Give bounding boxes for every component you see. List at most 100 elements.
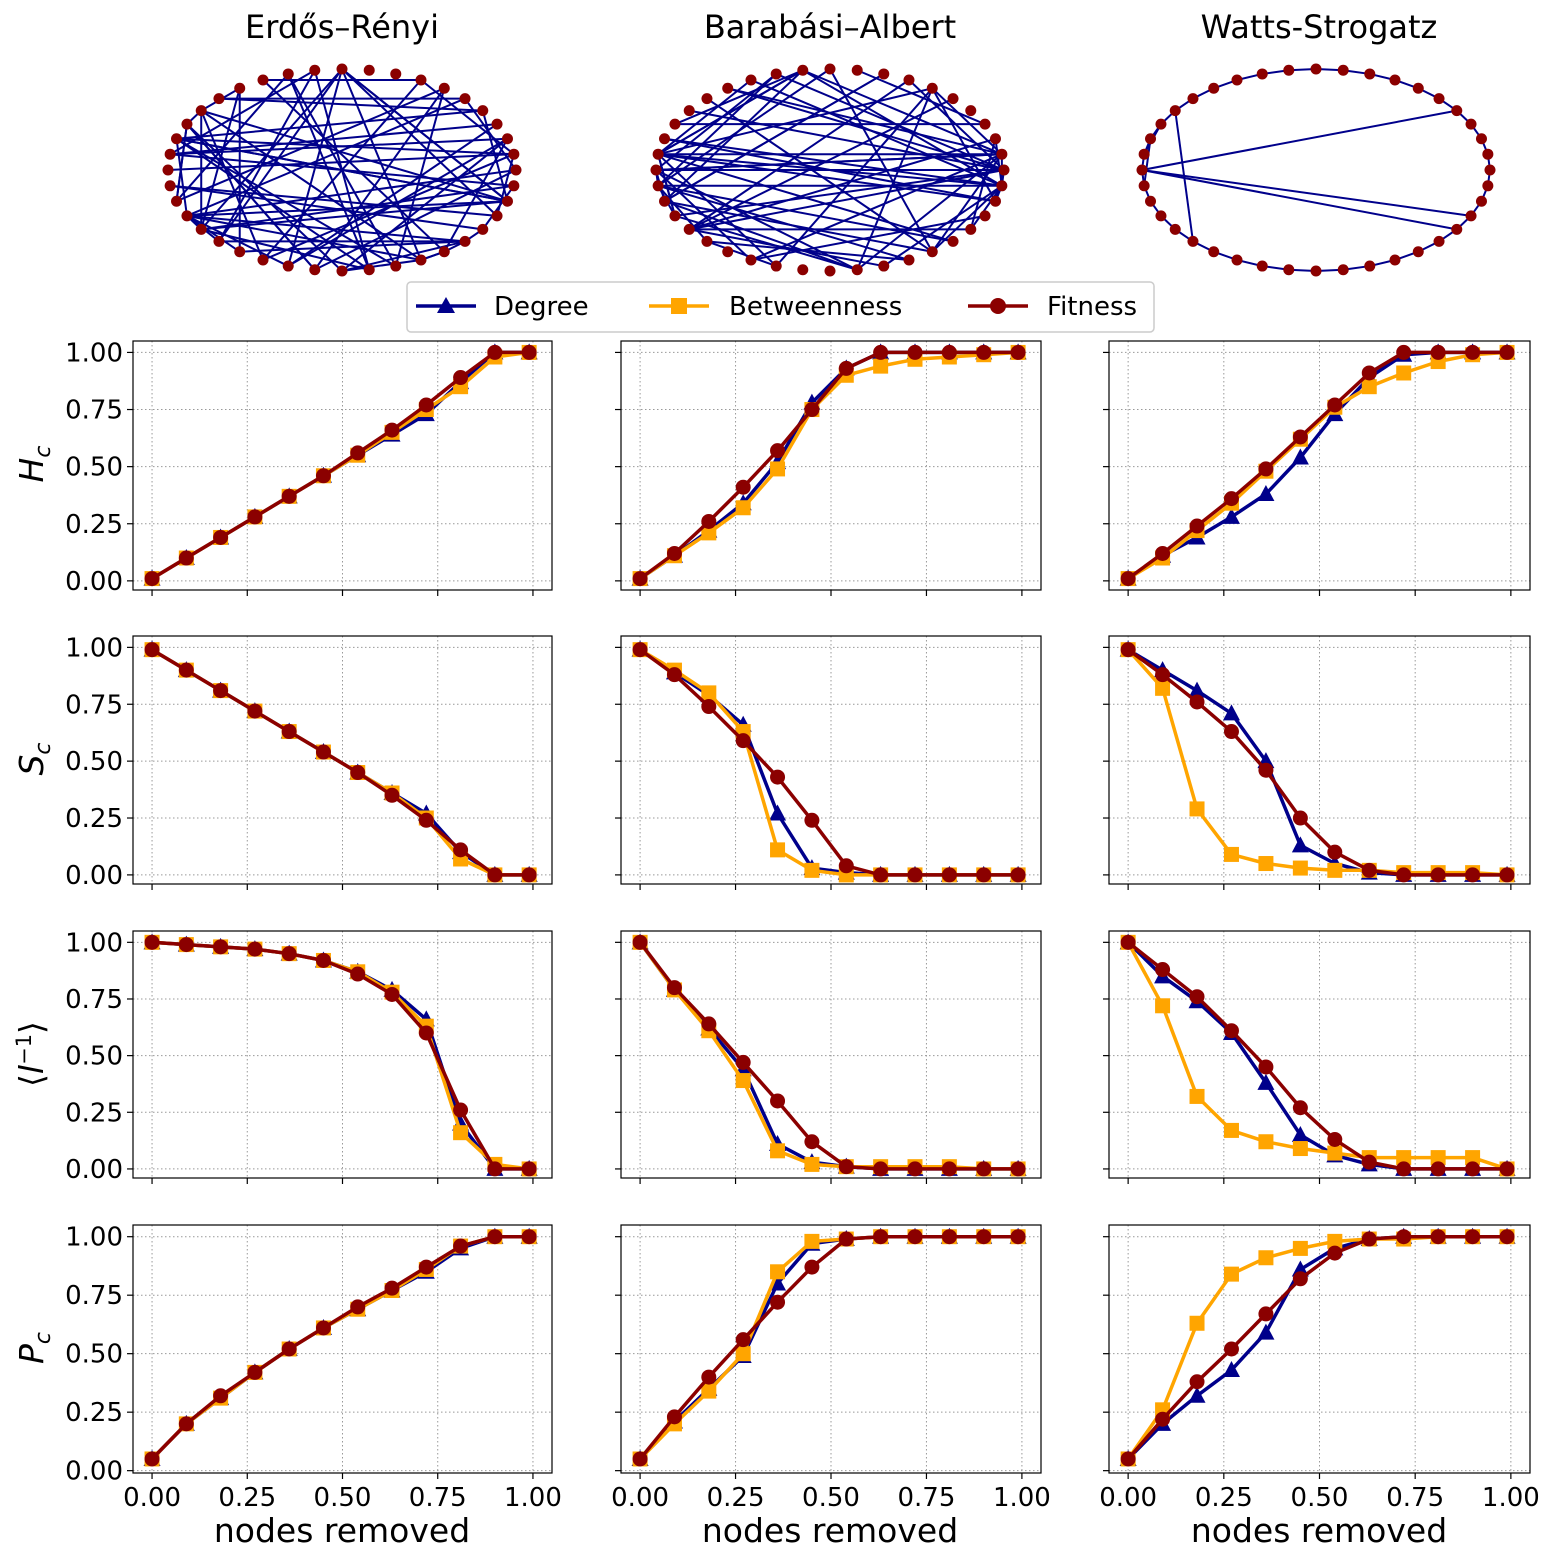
data-point [770,769,786,785]
network-edge [175,124,188,202]
x-tick-label: 0.25 [1195,1483,1253,1513]
network-node [947,235,959,247]
data-point [1327,1245,1343,1261]
network-node [1283,64,1295,76]
panels: 0.00 0.25 0.50 0.75 1.00 0.00 0.25 0.50 0.75 1.00… [65,338,1540,1513]
network-node [683,223,695,235]
data-point [632,1451,648,1467]
xlabel-col-1: nodes removed [702,1511,958,1550]
data-point [521,1161,537,1177]
legend-label-fitness: Fitness [1047,292,1137,322]
network-edge [689,169,1005,231]
data-point [873,867,889,883]
network-edge [341,259,422,272]
data-point [418,1025,434,1041]
network-node [195,105,207,117]
network-node [669,118,681,130]
y-tick-label: 0.25 [65,1098,123,1128]
data-point [281,488,297,504]
network-edge [856,87,934,271]
data-point [770,1264,786,1280]
data-point [1258,1306,1274,1322]
y-tick-label: 1.00 [65,633,123,663]
y-tick-label: 0.00 [65,861,123,891]
series-fitness [144,934,537,1177]
x-tick-label: 1.00 [993,1483,1051,1513]
series-fitness [1120,934,1515,1177]
data-point [1465,1150,1481,1166]
network-node [1482,148,1494,160]
plot-frame [1108,930,1531,1179]
network-edge [200,110,264,261]
network-node [181,210,193,222]
data-point [838,1231,854,1247]
data-point [1222,507,1240,524]
network-node [979,210,991,222]
network-node [1208,246,1220,258]
network-node [1208,82,1220,94]
network-node [195,223,207,235]
network-node [171,133,183,145]
y-tick-label: 0.25 [65,804,123,834]
network-node [213,235,225,247]
network-node [234,246,246,258]
network-node [213,93,225,105]
data-point [315,952,331,968]
data-point [453,1125,469,1141]
network-edge [931,185,1003,253]
network-node [477,223,489,235]
data-point [804,1156,820,1172]
legend-entry-betweenness: Betweenness [649,292,902,322]
network-node [257,254,269,266]
network-edge [1141,169,1472,217]
data-point [1327,1145,1343,1161]
x-tick-label: 0.50 [802,1483,860,1513]
network-edge [657,73,777,187]
network-node [1389,74,1401,86]
data-point [941,1161,957,1177]
data-point [1327,1131,1343,1147]
network-edge [170,184,483,231]
data-point [350,765,366,781]
legend-entry-fitness: Fitness [968,292,1137,322]
data-point [1499,1229,1515,1245]
plot-frame [1108,340,1531,591]
plot-frame [132,1224,553,1474]
network-node [1433,235,1445,247]
data-point [701,699,717,715]
data-point [1292,429,1308,445]
column-title-watts-strogatz: Watts-Strogatz [1201,8,1438,46]
x-tick-label: 1.00 [504,1483,562,1513]
network-node [926,82,938,94]
network-edge [908,79,1005,171]
y-tick-label: 1.00 [65,338,123,368]
network-edge [775,87,934,267]
panel-r2-c0: 0.00 0.25 0.50 0.75 1.00 [65,928,553,1185]
network-edge [689,228,884,268]
data-point [770,1294,786,1310]
network-node [1337,264,1349,276]
network-node [390,260,402,272]
data-point [1223,724,1239,740]
data-point [907,1229,923,1245]
data-point [1465,344,1481,360]
series-fitness [1120,344,1515,587]
network-node [508,148,520,160]
data-point [1155,962,1171,978]
network-node [722,82,734,94]
legend-label-betweenness: Betweenness [729,292,902,322]
x-tick-label: 0.75 [409,1483,467,1513]
network-edge [856,69,986,126]
data-point [521,1229,537,1245]
network-node [652,180,664,192]
network-node [903,74,915,86]
network-node [770,68,782,80]
network-node [1412,82,1424,94]
data-point [701,1369,717,1385]
network-node [1187,93,1199,105]
network-edge [176,137,508,203]
network-node [390,68,402,80]
data-point [1465,867,1481,883]
network-node [878,68,890,80]
